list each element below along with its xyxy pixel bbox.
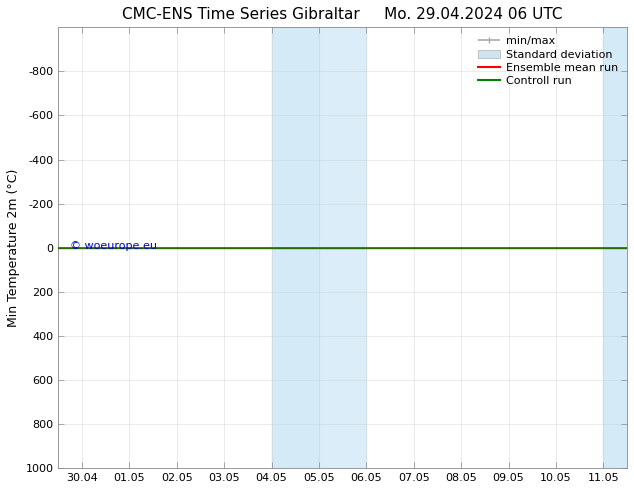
Title: CMC-ENS Time Series Gibraltar     Mo. 29.04.2024 06 UTC: CMC-ENS Time Series Gibraltar Mo. 29.04.… xyxy=(122,7,563,22)
Text: © woeurope.eu: © woeurope.eu xyxy=(70,241,157,250)
Bar xyxy=(604,27,627,468)
Bar xyxy=(271,27,366,468)
Legend: min/max, Standard deviation, Ensemble mean run, Controll run: min/max, Standard deviation, Ensemble me… xyxy=(475,33,621,90)
Bar xyxy=(271,27,319,468)
Bar xyxy=(604,27,627,468)
Y-axis label: Min Temperature 2m (°C): Min Temperature 2m (°C) xyxy=(7,169,20,327)
